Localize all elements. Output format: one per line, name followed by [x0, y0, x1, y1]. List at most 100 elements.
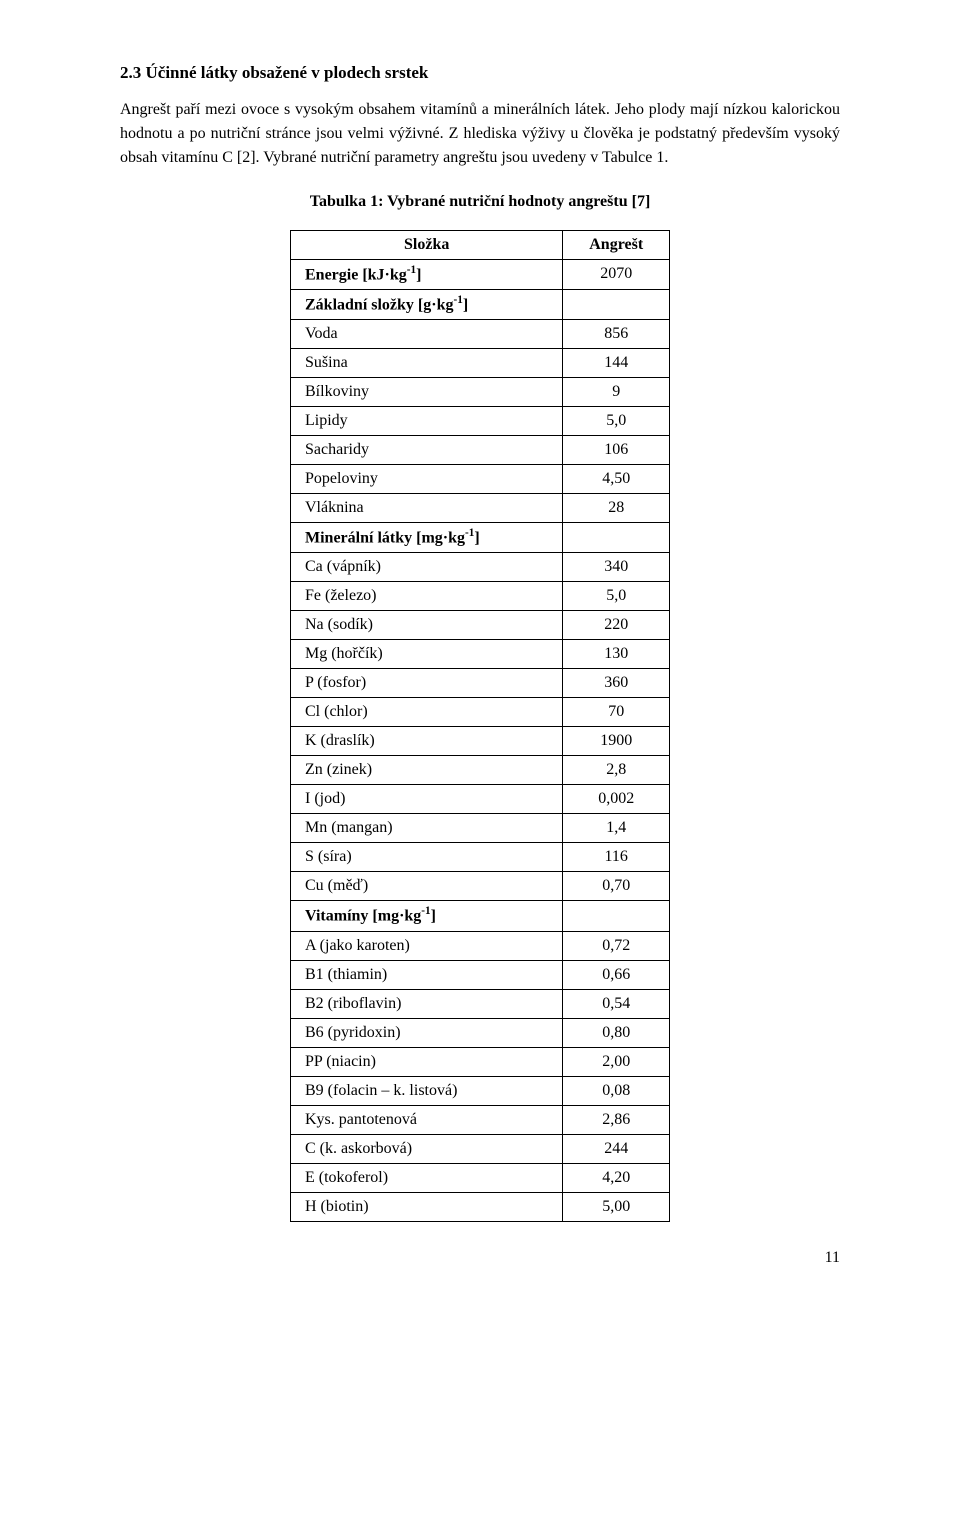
table-cell-label: Ca (vápník) [291, 553, 563, 582]
table-cell-value: 340 [563, 553, 670, 582]
table-cell-value: 0,70 [563, 872, 670, 901]
table-cell-label: C (k. askorbová) [291, 1134, 563, 1163]
table-header-row: Složka Angrešt [291, 230, 670, 259]
table-cell-label: B1 (thiamin) [291, 960, 563, 989]
table-cell-label: Popeloviny [291, 465, 563, 494]
table-row: Sušina144 [291, 349, 670, 378]
table-row: B2 (riboflavin)0,54 [291, 989, 670, 1018]
table-header-col2: Angrešt [563, 230, 670, 259]
table-row: Kys. pantotenová2,86 [291, 1105, 670, 1134]
table-cell-label: Cl (chlor) [291, 698, 563, 727]
table-cell-value: 144 [563, 349, 670, 378]
table-cell-value: 5,0 [563, 407, 670, 436]
table-cell-value: 5,0 [563, 582, 670, 611]
table-cell-value: 220 [563, 611, 670, 640]
section-heading: 2.3 Účinné látky obsažené v plodech srst… [120, 60, 840, 86]
table-cell-label: S (síra) [291, 843, 563, 872]
table-cell-value: 856 [563, 320, 670, 349]
table-cell-value: 2,8 [563, 756, 670, 785]
table-section-blank [563, 523, 670, 553]
table-row: Cl (chlor)70 [291, 698, 670, 727]
table-row: Mn (mangan)1,4 [291, 814, 670, 843]
table-cell-value: 5,00 [563, 1192, 670, 1221]
table-cell-value: 0,002 [563, 785, 670, 814]
table-row: A (jako karoten)0,72 [291, 931, 670, 960]
table-cell-label: B2 (riboflavin) [291, 989, 563, 1018]
table-cell-value: 2,86 [563, 1105, 670, 1134]
table-cell-label: A (jako karoten) [291, 931, 563, 960]
table-cell-label: B6 (pyridoxin) [291, 1018, 563, 1047]
table-row: P (fosfor)360 [291, 669, 670, 698]
table-row: Zn (zinek)2,8 [291, 756, 670, 785]
table-row: Mg (hořčík)130 [291, 640, 670, 669]
table-cell-label: Mn (mangan) [291, 814, 563, 843]
table-section-row: Minerální látky [mg·kg-1] [291, 523, 670, 553]
table-cell-label: P (fosfor) [291, 669, 563, 698]
table-section-title: Minerální látky [mg·kg-1] [291, 523, 563, 553]
table-row: B9 (folacin – k. listová)0,08 [291, 1076, 670, 1105]
table-section-row: Základní složky [g·kg-1] [291, 289, 670, 319]
table-cell-value: 9 [563, 378, 670, 407]
table-cell-label: Kys. pantotenová [291, 1105, 563, 1134]
paragraph-text: Angrešt paří mezi ovoce s vysokým obsahe… [120, 98, 840, 170]
table-row: K (draslík)1900 [291, 727, 670, 756]
table-cell-label: Sušina [291, 349, 563, 378]
table-row: H (biotin)5,00 [291, 1192, 670, 1221]
table-row: E (tokoferol)4,20 [291, 1163, 670, 1192]
table-cell-value: 130 [563, 640, 670, 669]
table-row: Cu (měď)0,70 [291, 872, 670, 901]
table-section-row: Vitamíny [mg·kg-1] [291, 901, 670, 931]
table-cell-value: 4,20 [563, 1163, 670, 1192]
table-row: S (síra)116 [291, 843, 670, 872]
table-cell-value: 2,00 [563, 1047, 670, 1076]
table-cell-value: 0,72 [563, 931, 670, 960]
table-cell-value: 0,08 [563, 1076, 670, 1105]
table-section-title: Základní složky [g·kg-1] [291, 289, 563, 319]
table-cell-label: Sacharidy [291, 436, 563, 465]
table-cell-value: 0,54 [563, 989, 670, 1018]
table-row: Na (sodík)220 [291, 611, 670, 640]
table-cell-label: Voda [291, 320, 563, 349]
table-section-title: Vitamíny [mg·kg-1] [291, 901, 563, 931]
table-cell-value: 116 [563, 843, 670, 872]
table-cell-label: Mg (hořčík) [291, 640, 563, 669]
table-row: Lipidy5,0 [291, 407, 670, 436]
table-row: Ca (vápník)340 [291, 553, 670, 582]
table-cell-label: PP (niacin) [291, 1047, 563, 1076]
table-cell-label: E (tokoferol) [291, 1163, 563, 1192]
table-cell-value: 360 [563, 669, 670, 698]
energy-label: Energie [kJ·kg-1] [291, 259, 563, 289]
table-row: Vláknina28 [291, 494, 670, 523]
table-cell-value: 1,4 [563, 814, 670, 843]
table-cell-value: 0,80 [563, 1018, 670, 1047]
table-cell-value: 70 [563, 698, 670, 727]
table-cell-value: 244 [563, 1134, 670, 1163]
table-cell-value: 4,50 [563, 465, 670, 494]
table-cell-label: H (biotin) [291, 1192, 563, 1221]
table-header-col1: Složka [291, 230, 563, 259]
table-cell-value: 106 [563, 436, 670, 465]
table-row: C (k. askorbová)244 [291, 1134, 670, 1163]
table-row: I (jod)0,002 [291, 785, 670, 814]
table-row: Popeloviny4,50 [291, 465, 670, 494]
table-cell-label: Bílkoviny [291, 378, 563, 407]
table-row: Bílkoviny9 [291, 378, 670, 407]
table-cell-label: B9 (folacin – k. listová) [291, 1076, 563, 1105]
table-row: B6 (pyridoxin)0,80 [291, 1018, 670, 1047]
table-row: PP (niacin)2,00 [291, 1047, 670, 1076]
table-section-blank [563, 901, 670, 931]
table-cell-label: Fe (železo) [291, 582, 563, 611]
table-cell-label: Cu (měď) [291, 872, 563, 901]
page-number: 11 [120, 1246, 840, 1270]
energy-value: 2070 [563, 259, 670, 289]
table-cell-value: 0,66 [563, 960, 670, 989]
table-cell-value: 1900 [563, 727, 670, 756]
table-section-blank [563, 289, 670, 319]
table-cell-label: Lipidy [291, 407, 563, 436]
table-row-energy: Energie [kJ·kg-1] 2070 [291, 259, 670, 289]
table-cell-label: Vláknina [291, 494, 563, 523]
table-caption: Tabulka 1: Vybrané nutriční hodnoty angr… [120, 190, 840, 214]
table-row: Fe (železo)5,0 [291, 582, 670, 611]
table-row: Sacharidy106 [291, 436, 670, 465]
table-cell-label: I (jod) [291, 785, 563, 814]
